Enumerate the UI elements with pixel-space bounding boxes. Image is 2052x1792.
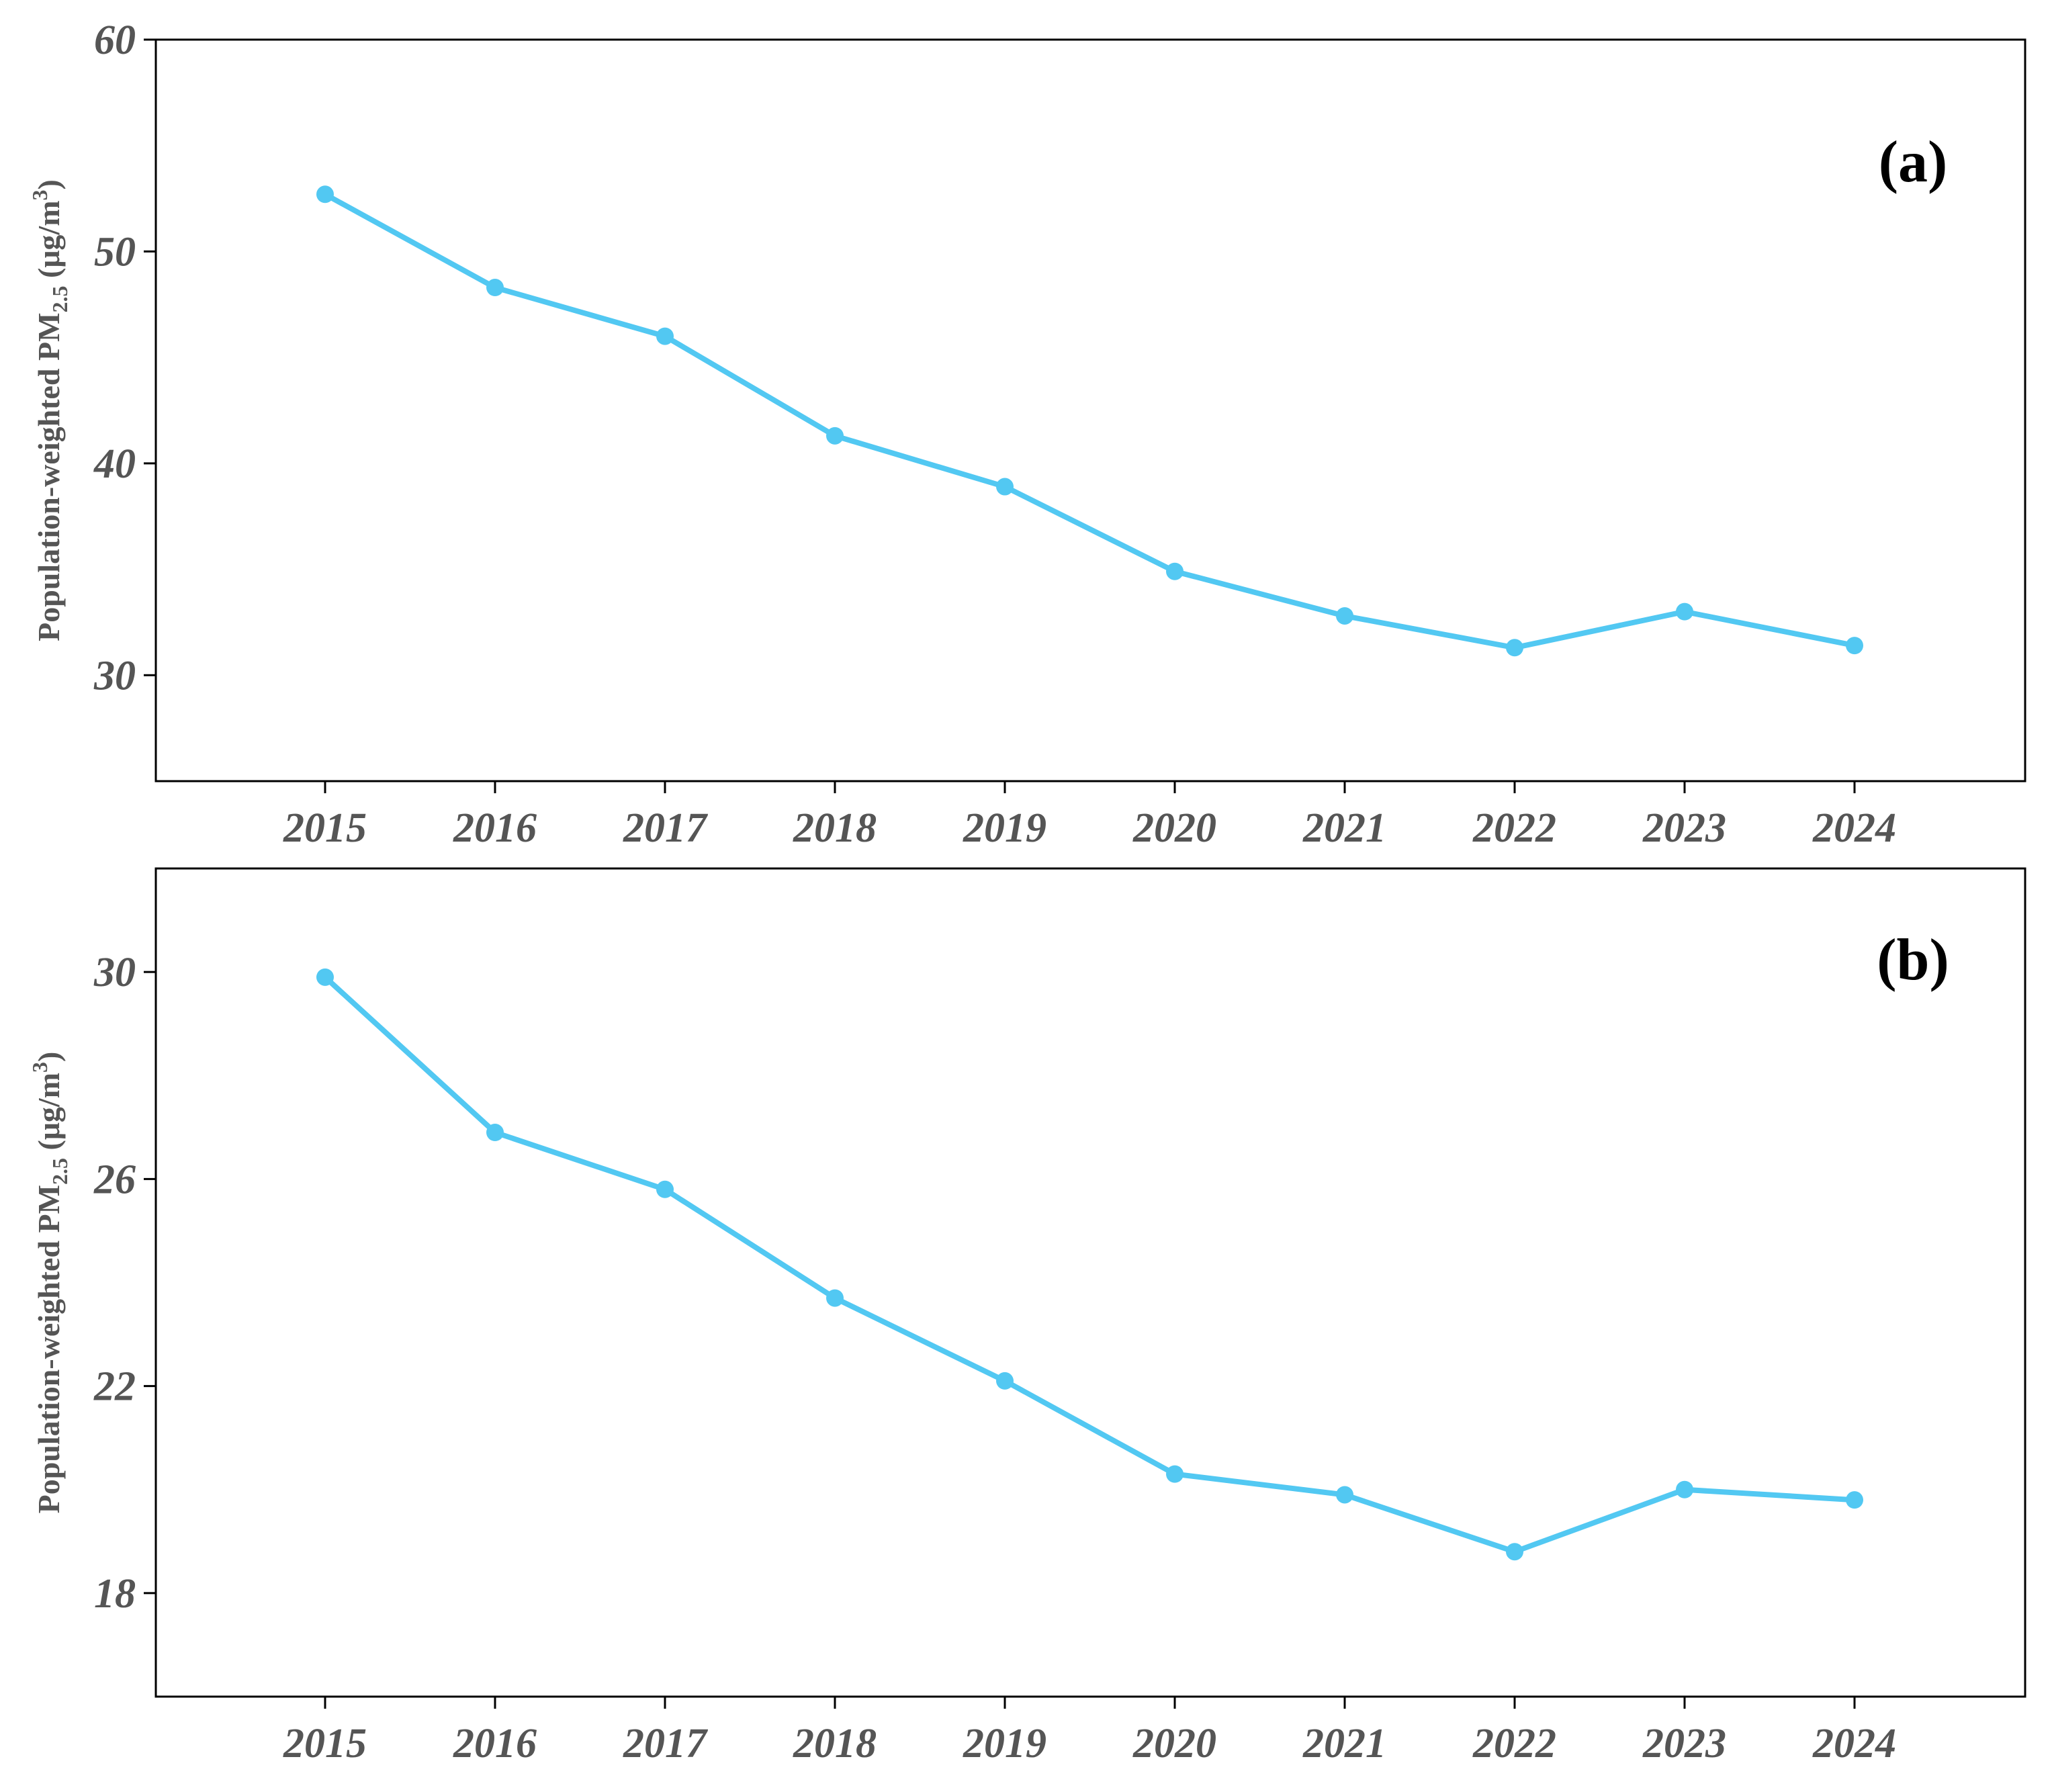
x-tick-label: 2021 xyxy=(1302,1721,1386,1766)
y-axis-label-unit: (μg/m xyxy=(32,200,66,285)
data-point xyxy=(826,427,844,445)
y-tick-label: 26 xyxy=(93,1157,136,1202)
y-axis-label-main: Population-weighted PM xyxy=(32,1185,66,1513)
panel-label: (b) xyxy=(1877,928,1949,993)
y-axis-label-close: ) xyxy=(32,179,66,189)
y-axis-label-close: ) xyxy=(32,1052,66,1062)
data-point xyxy=(1676,1480,1693,1498)
x-tick-label: 2020 xyxy=(1132,1721,1216,1766)
x-tick-label: 2024 xyxy=(1812,1721,1896,1766)
y-axis-label: Population-weighted PM2.5 (μg/m3) xyxy=(28,179,72,641)
x-tick-label: 2023 xyxy=(1642,805,1726,851)
data-point xyxy=(656,1180,674,1198)
x-tick-label: 2015 xyxy=(283,1721,367,1766)
data-point xyxy=(1336,1486,1353,1504)
y-tick-label: 60 xyxy=(94,17,136,63)
y-axis-label-sup: 3 xyxy=(28,1062,52,1073)
x-tick-label: 2017 xyxy=(623,1721,709,1766)
x-tick-label: 2024 xyxy=(1812,805,1896,851)
data-point xyxy=(1506,639,1523,657)
chart-panel-a: 2015 2016 2017 2018 2019 2020 2021 2022 2023 2024… xyxy=(28,17,2026,851)
x-tick-label: 2015 xyxy=(283,805,367,851)
data-point xyxy=(1846,637,1863,655)
data-point xyxy=(1336,607,1353,625)
data-point xyxy=(1506,1543,1523,1561)
y-axis-label-sup: 3 xyxy=(28,189,52,200)
y-tick-label: 22 xyxy=(93,1364,136,1410)
chart-panel-b: 2015 2016 2017 2018 2019 2020 2021 2022 2023 2024… xyxy=(28,867,2026,1766)
x-tick-label: 2020 xyxy=(1132,805,1216,851)
x-tick-label: 2016 xyxy=(453,1721,537,1766)
data-point xyxy=(826,1289,844,1307)
data-point xyxy=(1846,1491,1863,1509)
data-point xyxy=(316,185,334,204)
y-axis-label-unit: (μg/m xyxy=(32,1073,66,1158)
data-point xyxy=(316,968,334,986)
y-tick-label: 40 xyxy=(93,441,136,487)
plot-frame xyxy=(154,867,2026,1698)
y-tick-label: 50 xyxy=(94,229,136,275)
y-axis-label-main: Population-weighted PM xyxy=(32,312,66,641)
y-tick-label: 18 xyxy=(94,1571,136,1617)
y-tick-label: 30 xyxy=(93,653,136,699)
x-tick-label: 2016 xyxy=(453,805,537,851)
y-axis-label-sub: 2.5 xyxy=(48,1158,72,1185)
data-point xyxy=(486,1124,504,1142)
data-point xyxy=(656,327,674,345)
data-point xyxy=(996,478,1014,496)
data-point xyxy=(1166,1465,1184,1483)
y-axis-label-sub: 2.5 xyxy=(48,285,72,312)
x-tick-label: 2018 xyxy=(793,805,877,851)
data-point xyxy=(486,279,504,297)
x-tick-label: 2017 xyxy=(623,805,709,851)
panel-label: (a) xyxy=(1879,130,1948,195)
x-tick-label: 2022 xyxy=(1472,805,1556,851)
y-axis-label: Population-weighted PM2.5 (μg/m3) xyxy=(28,1052,72,1514)
plot-frame xyxy=(154,38,2026,782)
data-point xyxy=(1676,602,1693,621)
series-line xyxy=(322,974,1857,1555)
x-tick-label: 2019 xyxy=(963,805,1046,851)
y-tick-label: 30 xyxy=(93,950,136,995)
data-point xyxy=(1166,562,1184,580)
x-tick-label: 2023 xyxy=(1642,1721,1726,1766)
data-point xyxy=(996,1372,1014,1390)
x-tick-label: 2021 xyxy=(1302,805,1386,851)
x-tick-label: 2019 xyxy=(963,1721,1046,1766)
x-tick-label: 2022 xyxy=(1472,1721,1556,1766)
series-line xyxy=(322,191,1857,651)
x-tick-label: 2018 xyxy=(793,1721,877,1766)
